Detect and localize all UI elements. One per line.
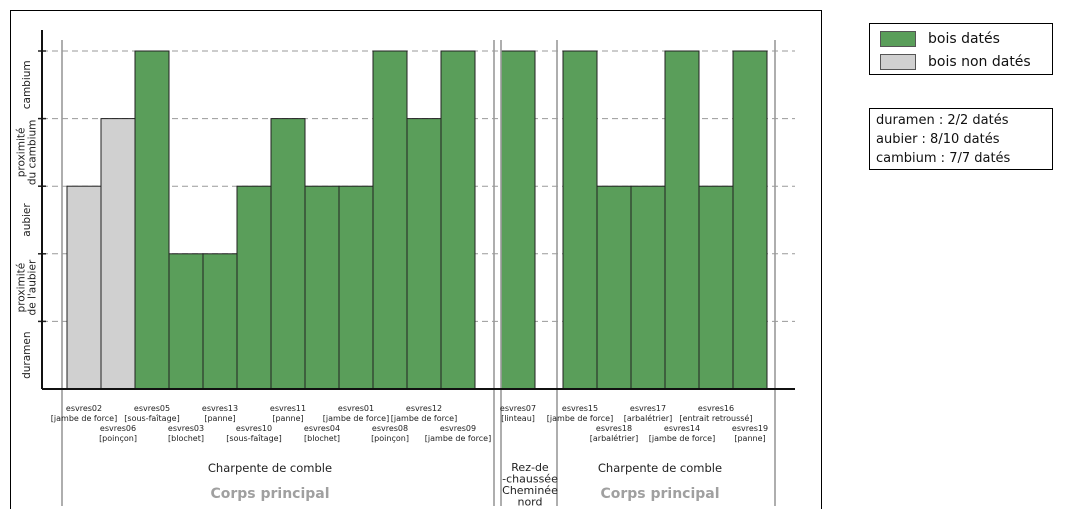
bar-role-esvres03: [blochet] (168, 434, 204, 443)
y-tick-label: proximité (16, 128, 28, 178)
bar-label-esvres04: esvres04 (304, 424, 340, 433)
bar-esvres03 (168, 253, 204, 390)
bar-esvres15 (562, 50, 598, 390)
bar-label-esvres09: esvres09 (440, 424, 476, 433)
bar-label-esvres02: esvres02 (66, 404, 102, 413)
section-label: -chaussée (502, 473, 558, 486)
stats-box: duramen : 2/2 datés aubier : 8/10 datés … (869, 108, 1053, 170)
bar-esvres11 (270, 118, 306, 390)
bar-role-esvres18: [arbalétrier] (590, 433, 638, 443)
bar-label-esvres18: esvres18 (596, 424, 632, 433)
bar-label-esvres16: esvres16 (698, 404, 734, 413)
y-tick-label: du cambium (27, 120, 39, 186)
bar-role-esvres10: [sous-faîtage] (226, 434, 281, 443)
bar-esvres02 (66, 185, 102, 390)
y-tick-label: cambium (21, 60, 33, 109)
stats-aubier: aubier : 8/10 datés (876, 132, 1000, 147)
bar-esvres08 (372, 50, 408, 390)
bar-esvres01 (338, 185, 374, 390)
bar-esvres12 (406, 118, 442, 390)
legend-swatch-dated (880, 31, 916, 47)
legend-swatch-undated (880, 54, 916, 70)
area-label: Corps principal (600, 486, 719, 502)
bar-esvres16 (698, 185, 734, 390)
bar-esvres14 (664, 50, 700, 390)
bar-role-esvres16: [entrait retroussé] (680, 413, 753, 423)
bar-role-esvres14: [jambe de force] (649, 434, 715, 443)
stats-cambium: cambium : 7/7 datés (876, 151, 1011, 166)
bar-esvres04 (304, 185, 340, 390)
bar-role-esvres01: [jambe de force] (323, 414, 389, 423)
bar-esvres09 (440, 50, 476, 390)
bar-label-esvres03: esvres03 (168, 424, 204, 433)
bar-esvres07 (500, 50, 536, 390)
bar-label-esvres08: esvres08 (372, 424, 408, 433)
bar-label-esvres06: esvres06 (100, 424, 136, 433)
section-label: nord (517, 496, 542, 509)
stats-duramen: duramen : 2/2 datés (876, 113, 1009, 128)
bar-esvres10 (236, 185, 272, 390)
y-tick-label: proximité (16, 263, 28, 313)
bar-role-esvres13: [panne] (204, 414, 235, 423)
legend-item-undated: bois non datés (880, 53, 1031, 71)
section-label: Charpente de comble (208, 461, 332, 475)
bar-label-esvres15: esvres15 (562, 404, 598, 413)
bar-label-esvres14: esvres14 (664, 424, 700, 433)
section-label: Charpente de comble (598, 461, 722, 475)
bar-role-esvres11: [panne] (272, 414, 303, 423)
bar-role-esvres05: [sous-faîtage] (124, 414, 179, 423)
bar-role-esvres08: [poinçon] (371, 434, 409, 443)
bar-label-esvres13: esvres13 (202, 404, 238, 413)
bar-esvres18 (596, 185, 632, 390)
section-label: Rez-de (511, 461, 549, 474)
bar-label-esvres17: esvres17 (630, 404, 666, 413)
bar-role-esvres07: [linteau] (501, 414, 535, 423)
legend-item-dated: bois datés (880, 30, 1000, 48)
bar-label-esvres12: esvres12 (406, 404, 442, 413)
bar-role-esvres19: [panne] (734, 434, 765, 443)
y-tick-label: duramen (21, 331, 33, 378)
bar-esvres17 (630, 185, 666, 390)
plot-frame (10, 10, 822, 509)
bar-role-esvres12: [jambe de force] (391, 414, 457, 423)
bar-role-esvres09: [jambe de force] (425, 434, 491, 443)
bar-esvres06 (100, 118, 136, 390)
bar-role-esvres06: [poinçon] (99, 434, 137, 443)
bar-esvres19 (732, 50, 768, 390)
bar-role-esvres15: [jambe de force] (547, 414, 613, 423)
bar-label-esvres01: esvres01 (338, 404, 374, 413)
bar-esvres13 (202, 253, 238, 390)
y-tick-label: aubier (21, 203, 33, 237)
area-label: Corps principal (210, 486, 329, 502)
bar-role-esvres02: [jambe de force] (51, 414, 117, 423)
bar-label-esvres05: esvres05 (134, 404, 170, 413)
bar-label-esvres11: esvres11 (270, 404, 306, 413)
bar-label-esvres19: esvres19 (732, 424, 768, 433)
legend-label-undated: bois non datés (928, 54, 1031, 70)
bar-label-esvres10: esvres10 (236, 424, 272, 433)
section-label: Cheminée (502, 484, 558, 497)
y-tick-label: de l'aubier (27, 259, 39, 315)
bar-role-esvres04: [blochet] (304, 434, 340, 443)
bar-esvres05 (134, 50, 170, 390)
bar-role-esvres17: [arbalétrier] (624, 413, 672, 423)
legend: bois datés bois non datés (869, 23, 1053, 75)
legend-label-dated: bois datés (928, 31, 1000, 47)
bar-label-esvres07: esvres07 (500, 404, 536, 413)
